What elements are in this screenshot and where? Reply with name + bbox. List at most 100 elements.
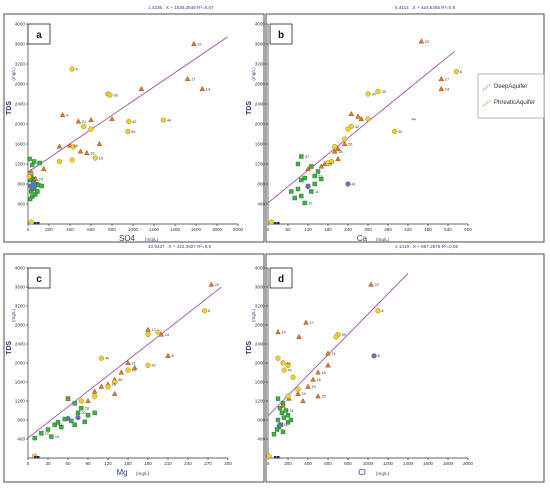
x-tick-label: 180 <box>144 461 152 466</box>
data-point <box>72 422 77 427</box>
point-label: 39 <box>382 90 386 94</box>
data-point <box>358 115 365 122</box>
data-point <box>299 154 304 159</box>
data-point <box>208 281 215 287</box>
data-point <box>271 432 277 437</box>
y-tick-label: 400 <box>17 202 25 207</box>
panel-frame <box>3 13 265 243</box>
legend-swatch <box>482 99 492 107</box>
y-tick-label: 4000 <box>255 22 266 27</box>
data-point <box>131 364 138 370</box>
data-point <box>438 85 445 92</box>
data-point <box>303 319 309 325</box>
y-tick-label: 400 <box>17 437 25 442</box>
data-point <box>289 189 294 194</box>
data-point <box>355 113 361 119</box>
data-point <box>285 393 291 399</box>
data-point <box>145 331 151 338</box>
data-point <box>281 367 287 373</box>
legend-label: DeepAquifer <box>494 84 527 90</box>
data-point <box>318 163 325 169</box>
data-point <box>315 369 321 375</box>
regression-equation: 1,4236 . X + 1035,3646 R²=0,67 <box>148 5 214 10</box>
y-tick-label: 2400 <box>15 342 26 347</box>
point-label: 16 <box>90 151 94 155</box>
origin-marker <box>277 222 280 225</box>
y-tick-label: 3200 <box>255 304 266 309</box>
x-tick-label: 1400 <box>170 227 181 232</box>
legend: DeepAquifer PhreaticAquifer <box>477 73 545 119</box>
point-label: 34 <box>372 92 376 96</box>
point-label: 14 <box>165 333 169 337</box>
x-tick-label: 240 <box>184 461 192 466</box>
data-point <box>285 413 291 418</box>
data-point <box>79 405 84 411</box>
data-point <box>305 165 311 172</box>
data-point <box>111 390 118 396</box>
point-label: 22 <box>425 40 429 44</box>
origin-marker <box>34 456 37 459</box>
point-label: 18 <box>338 150 342 154</box>
data-point <box>199 85 206 92</box>
y-tick-label: 2000 <box>255 361 266 366</box>
data-point <box>70 144 76 150</box>
point-label: 11 <box>284 423 288 427</box>
data-point <box>82 419 87 425</box>
data-point <box>107 92 113 98</box>
data-point <box>299 177 304 183</box>
x-tick-label: 60 <box>65 461 71 466</box>
data-point <box>191 40 197 46</box>
y-axis-label: TDS <box>6 340 13 354</box>
y-tick-label: 2000 <box>15 122 26 127</box>
x-axis-label: Cl <box>358 468 366 477</box>
point-label: 40 <box>131 130 135 134</box>
point-label: 14 <box>206 87 210 91</box>
x-tick-label: 600 <box>464 227 472 232</box>
y-tick-label: 800 <box>17 418 25 423</box>
y-tick-label: 1600 <box>255 142 266 147</box>
panel-label: c <box>36 274 42 285</box>
data-point <box>295 161 301 167</box>
x-tick-label: 0 <box>27 227 30 232</box>
point-label: 26 <box>348 142 352 146</box>
point-label: 24 <box>302 392 306 396</box>
data-point <box>299 193 304 199</box>
x-tick-label: 90 <box>85 461 91 466</box>
panel-frame <box>265 13 545 243</box>
y-tick-label: 3600 <box>15 285 26 290</box>
point-label: 22 <box>215 283 219 287</box>
x-tick-label: 210 <box>164 461 172 466</box>
data-point <box>453 68 459 75</box>
data-point <box>345 181 351 187</box>
data-point <box>288 417 294 423</box>
data-point <box>125 367 131 373</box>
data-point <box>342 136 348 142</box>
point-label: 27 <box>318 174 322 178</box>
data-point <box>305 383 311 389</box>
point-label: 37 <box>305 155 309 159</box>
x-tick-label: 1400 <box>403 461 414 466</box>
data-point <box>81 123 87 130</box>
data-point <box>145 362 151 368</box>
x-tick-label: 800 <box>108 227 116 232</box>
data-point <box>138 85 145 92</box>
point-label: 19 <box>312 385 316 389</box>
data-point <box>310 376 316 382</box>
data-point <box>312 181 317 187</box>
data-point <box>27 156 32 162</box>
x-tick-label: 30 <box>45 461 51 466</box>
point-label: 10 <box>308 201 312 205</box>
point-label: 17 <box>191 77 195 81</box>
origin-marker <box>37 222 40 225</box>
panel-frame <box>265 253 545 483</box>
point-label: 21 <box>332 352 336 356</box>
data-point <box>295 386 301 392</box>
data-point <box>28 168 34 174</box>
data-point <box>418 38 425 44</box>
x-tick-label: 270 <box>204 461 212 466</box>
data-point <box>290 374 296 380</box>
data-point <box>319 176 324 182</box>
point-label: 21 <box>132 361 136 365</box>
chart-panel-c: 0 30 60 90 120 150 180 210 240 270 300 400 800 1200 16… <box>3 244 265 483</box>
